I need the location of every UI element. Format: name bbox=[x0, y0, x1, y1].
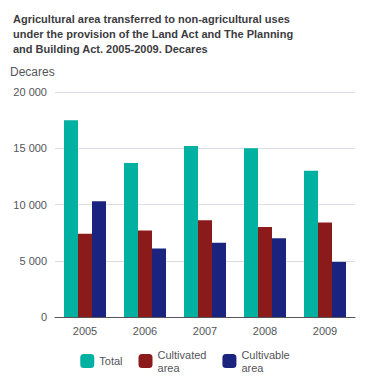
svg-text:Cultivable: Cultivable bbox=[241, 349, 289, 361]
svg-text:10 000: 10 000 bbox=[13, 199, 47, 211]
svg-text:5 000: 5 000 bbox=[19, 255, 47, 267]
svg-text:2005: 2005 bbox=[73, 325, 97, 337]
svg-text:Agricultural area transferred: Agricultural area transferred to non-agr… bbox=[13, 13, 290, 25]
svg-text:under the provision of the Lan: under the provision of the Land Act and … bbox=[13, 28, 293, 40]
svg-text:2008: 2008 bbox=[253, 325, 277, 337]
svg-text:2007: 2007 bbox=[193, 325, 217, 337]
svg-text:Total: Total bbox=[99, 355, 122, 367]
svg-text:2009: 2009 bbox=[313, 325, 337, 337]
svg-text:15 000: 15 000 bbox=[13, 142, 47, 154]
svg-text:Cultivated: Cultivated bbox=[158, 349, 207, 361]
svg-text:area: area bbox=[158, 362, 181, 374]
svg-text:2006: 2006 bbox=[133, 325, 157, 337]
svg-text:20 000: 20 000 bbox=[13, 86, 47, 98]
svg-text:and Building Act. 2005-2009. D: and Building Act. 2005-2009. Decares bbox=[13, 43, 208, 55]
svg-text:Decares: Decares bbox=[10, 65, 55, 79]
svg-text:area: area bbox=[241, 362, 264, 374]
svg-text:0: 0 bbox=[41, 311, 47, 323]
